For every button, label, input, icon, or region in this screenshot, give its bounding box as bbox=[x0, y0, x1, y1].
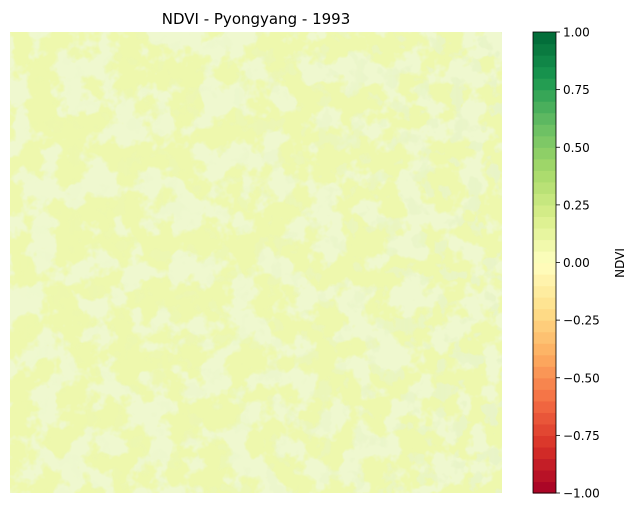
colorbar-band bbox=[533, 124, 556, 137]
colorbar-band bbox=[533, 101, 556, 114]
colorbar-band bbox=[533, 274, 556, 287]
colorbar-label: NDVI bbox=[613, 248, 627, 278]
colorbar-band bbox=[533, 308, 556, 321]
colorbar-band bbox=[533, 400, 556, 413]
colorbar-band bbox=[533, 112, 556, 125]
colorbar-band bbox=[533, 170, 556, 183]
colorbar-band bbox=[533, 193, 556, 206]
colorbar-band bbox=[533, 366, 556, 379]
colorbar-band bbox=[533, 32, 556, 45]
colorbar-band bbox=[533, 135, 556, 148]
colorbar-band bbox=[533, 158, 556, 171]
colorbar-band bbox=[533, 354, 556, 367]
colorbar-tick-label: 0.75 bbox=[563, 83, 590, 97]
colorbar-tick-label: 0.00 bbox=[563, 256, 590, 270]
colorbar-band bbox=[533, 227, 556, 241]
colorbar-tick-label: 1.00 bbox=[563, 26, 590, 40]
colorbar-tick-label: −0.50 bbox=[563, 371, 600, 385]
colorbar-band bbox=[533, 239, 556, 252]
colorbar-band bbox=[533, 262, 556, 275]
colorbar: 1.00 0.75 0.50 0.25 0.00 −0.25 −0.50 −0.75 −1.00… bbox=[532, 26, 627, 501]
colorbar-band bbox=[533, 320, 556, 333]
colorbar-band bbox=[533, 446, 556, 460]
colorbar-band bbox=[533, 89, 556, 102]
colorbar-band bbox=[533, 469, 556, 483]
colorbar-band bbox=[533, 43, 556, 56]
colorbar-band bbox=[533, 250, 556, 264]
colorbar-band bbox=[533, 481, 556, 494]
ndvi-raster bbox=[10, 32, 502, 493]
chart-title: NDVI - Pyongyang - 1993 bbox=[162, 10, 351, 28]
colorbar-tick-label: −0.25 bbox=[563, 314, 600, 328]
colorbar-band bbox=[533, 343, 556, 356]
colorbar-band bbox=[533, 216, 556, 229]
colorbar-band bbox=[533, 78, 556, 91]
colorbar-band bbox=[533, 423, 556, 436]
colorbar-tick-label: 0.25 bbox=[563, 198, 590, 212]
colorbar-band bbox=[533, 147, 556, 160]
colorbar-band bbox=[533, 55, 556, 68]
colorbar-band bbox=[533, 377, 556, 390]
colorbar-band bbox=[533, 66, 556, 79]
colorbar-band bbox=[533, 204, 556, 217]
colorbar-band bbox=[533, 285, 556, 298]
colorbar-band bbox=[533, 181, 556, 194]
colorbar-band bbox=[533, 458, 556, 471]
colorbar-tick-label: −1.00 bbox=[563, 487, 600, 501]
colorbar-band bbox=[533, 412, 556, 425]
colorbar-band bbox=[533, 331, 556, 344]
colorbar-band bbox=[533, 435, 556, 448]
colorbar-tick-label: −0.75 bbox=[563, 429, 600, 443]
colorbar-band bbox=[533, 297, 556, 310]
colorbar-band bbox=[533, 389, 556, 402]
dense-vegetation-texture bbox=[10, 32, 502, 493]
colorbar-bands bbox=[533, 32, 556, 494]
colorbar-ticks: 1.00 0.75 0.50 0.25 0.00 −0.25 −0.50 −0.75 −1.00 bbox=[556, 26, 600, 501]
colorbar-tick-label: 0.50 bbox=[563, 141, 590, 155]
